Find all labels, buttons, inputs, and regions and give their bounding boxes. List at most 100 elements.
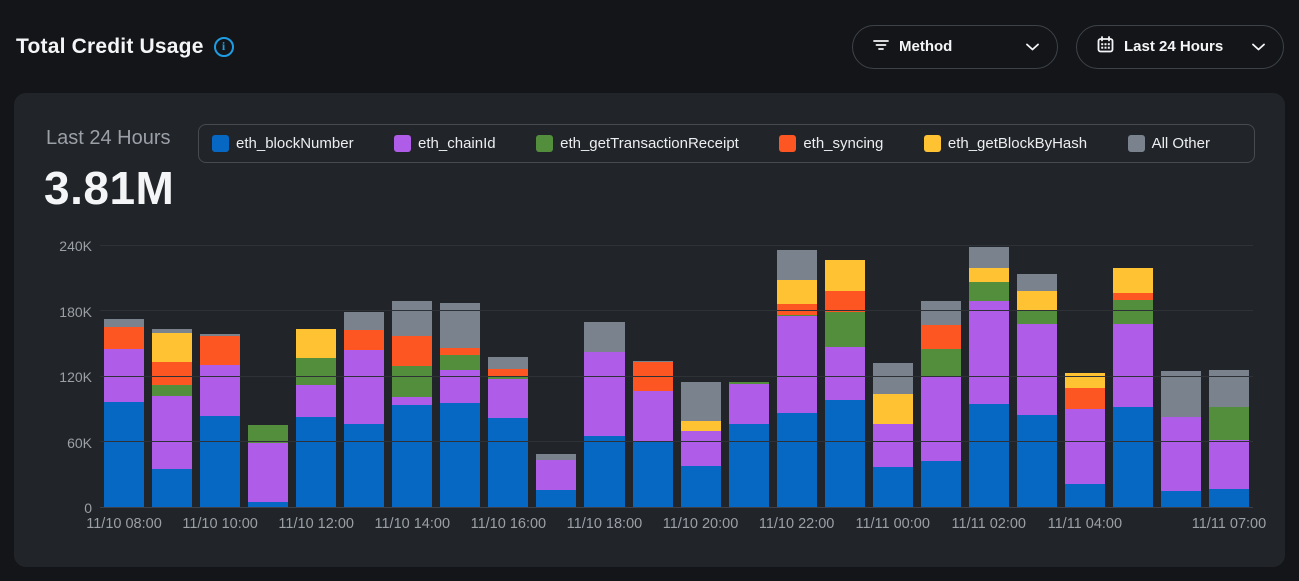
bar-segment-All Other — [488, 356, 529, 369]
legend-label: eth_syncing — [803, 135, 884, 152]
stacked-bar[interactable] — [968, 246, 1009, 507]
stacked-bar[interactable] — [104, 246, 145, 507]
bar-segment-All Other — [1161, 371, 1202, 417]
page-title: Total Credit Usage — [16, 34, 204, 58]
bar-segment-eth_getBlockByHash — [1064, 373, 1105, 389]
stacked-bar[interactable] — [392, 246, 433, 507]
bar-segment-All Other — [104, 318, 145, 327]
bar-segment-All Other — [536, 453, 577, 461]
stacked-bar[interactable] — [632, 246, 673, 507]
legend-label: eth_getBlockByHash — [947, 135, 1088, 152]
stacked-bar[interactable] — [1064, 246, 1105, 507]
bar-segment-eth_getTransactionReceipt — [920, 349, 961, 377]
bar-segment-eth_blockNumber — [632, 440, 673, 507]
stacked-bar[interactable] — [248, 246, 289, 507]
bar-segment-eth_blockNumber — [776, 413, 817, 507]
bar-segment-eth_chainId — [104, 349, 145, 402]
method-filter-dropdown[interactable]: Method — [852, 24, 1058, 69]
stacked-bar[interactable] — [440, 246, 481, 507]
bar-segment-eth_blockNumber — [968, 403, 1009, 507]
bar-segment-All Other — [440, 302, 481, 349]
legend-label: eth_getTransactionReceipt — [560, 135, 739, 152]
bar-segment-eth_blockNumber — [680, 465, 721, 507]
bar-segment-eth_blockNumber — [440, 402, 481, 507]
stacked-bar[interactable] — [776, 246, 817, 507]
bar-segment-eth_getTransactionReceipt — [1209, 406, 1250, 440]
stacked-bar[interactable] — [680, 246, 721, 507]
bar-segment-All Other — [920, 301, 961, 326]
bar-segment-eth_getTransactionReceipt — [488, 376, 529, 379]
stacked-bar[interactable] — [200, 246, 241, 507]
bar-segment-eth_syncing — [632, 362, 673, 391]
bar-segment-eth_chainId — [1161, 416, 1202, 491]
bar-segment-All Other — [392, 301, 433, 337]
stacked-bar[interactable] — [296, 246, 337, 507]
legend-swatch — [1127, 135, 1145, 152]
bar-segment-eth_chainId — [440, 369, 481, 403]
stacked-bar[interactable] — [488, 246, 529, 507]
bar-segment-eth_getTransactionReceipt — [776, 314, 817, 316]
bar-segment-eth_getTransactionReceipt — [392, 365, 433, 398]
bar-segment-eth_chainId — [1064, 409, 1105, 485]
bar-segment-All Other — [152, 328, 193, 334]
x-tick-label: 11/10 14:00 — [374, 516, 451, 532]
bar-segment-eth_chainId — [1016, 324, 1057, 415]
legend-swatch — [536, 135, 554, 152]
legend-item-eth_getTransactionReceipt[interactable]: eth_getTransactionReceipt — [536, 135, 739, 152]
stacked-bar[interactable] — [584, 246, 625, 507]
legend-swatch — [923, 135, 941, 152]
bar-segment-eth_blockNumber — [1016, 414, 1057, 507]
bar-segment-All Other — [680, 381, 721, 422]
stacked-bar[interactable] — [920, 246, 961, 507]
bar-segment-eth_blockNumber — [1112, 406, 1154, 507]
gridline — [100, 310, 1253, 312]
top-bar: Total Credit Usage i Method — [0, 0, 1299, 93]
bar-segment-eth_blockNumber — [296, 416, 337, 507]
stacked-bar[interactable] — [1209, 246, 1250, 507]
bar-segment-eth_chainId — [152, 396, 193, 469]
stacked-bar[interactable] — [728, 246, 769, 507]
bar-segment-eth_getBlockByHash — [968, 267, 1009, 282]
bar-segment-eth_chainId — [680, 430, 721, 466]
bar-segment-eth_chainId — [200, 364, 241, 416]
time-range-dropdown[interactable]: Last 24 Hours — [1076, 24, 1284, 69]
bar-segment-eth_chainId — [536, 460, 577, 490]
bar-segment-eth_syncing — [1112, 292, 1154, 301]
bar-segment-All Other — [632, 361, 673, 363]
legend-item-All Other[interactable]: All Other — [1127, 135, 1210, 152]
bar-segment-eth_blockNumber — [728, 424, 769, 507]
x-tick-label: 11/10 22:00 — [758, 516, 835, 532]
bar-segment-eth_blockNumber — [248, 501, 289, 507]
bar-segment-eth_chainId — [248, 442, 289, 502]
bar-segment-eth_chainId — [1112, 324, 1154, 407]
gridline — [100, 245, 1253, 246]
stacked-bar[interactable] — [1016, 246, 1057, 507]
bar-segment-eth_getBlockByHash — [776, 279, 817, 304]
bar-segment-eth_syncing — [392, 336, 433, 366]
bar-segment-eth_blockNumber — [584, 436, 625, 507]
stacked-bar[interactable] — [152, 246, 193, 507]
bar-segment-eth_syncing — [488, 368, 529, 377]
legend-swatch — [212, 135, 229, 152]
legend-item-eth_getBlockByHash[interactable]: eth_getBlockByHash — [923, 135, 1088, 152]
legend-item-eth_blockNumber[interactable]: eth_blockNumber — [212, 135, 354, 152]
stacked-bar[interactable] — [1161, 246, 1202, 507]
legend-label: eth_blockNumber — [236, 135, 354, 152]
bar-segment-eth_blockNumber — [872, 466, 913, 507]
stacked-bar[interactable] — [536, 246, 577, 507]
x-axis-labels: 11/10 08:00 11/10 10:00 11/10 12:00 11/10 1… — [86, 516, 1266, 536]
info-icon[interactable]: i — [213, 36, 234, 57]
stacked-bar[interactable] — [1112, 246, 1154, 507]
bar-segment-All Other — [200, 334, 241, 337]
bar-segment-eth_getTransactionReceipt — [248, 425, 289, 443]
legend-item-eth_syncing[interactable]: eth_syncing — [779, 135, 883, 152]
bar-segment-eth_syncing — [200, 336, 241, 365]
x-tick-label: 11/11 04:00 — [1047, 516, 1123, 532]
stacked-bar[interactable] — [824, 246, 865, 507]
bar-segment-eth_getTransactionReceipt — [968, 281, 1009, 302]
stacked-bar[interactable] — [344, 246, 385, 507]
stacked-bar[interactable] — [872, 246, 913, 507]
legend-item-eth_chainId[interactable]: eth_chainId — [394, 135, 496, 152]
period-label: Last 24 Hours — [46, 127, 171, 149]
time-range-label: Last 24 Hours — [1124, 38, 1224, 55]
